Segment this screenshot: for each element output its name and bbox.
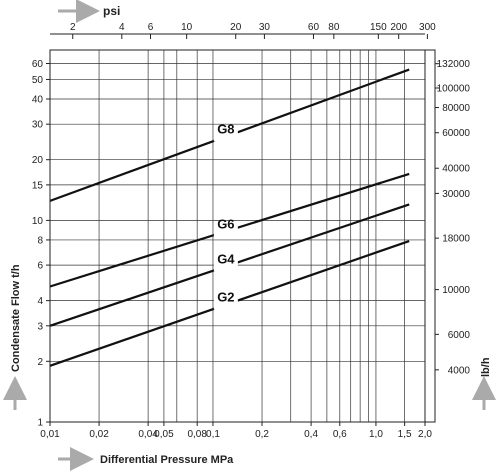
y-tick-label: 8	[37, 235, 43, 246]
y-tick-label: 6	[37, 261, 43, 272]
right-tick-label: 30000	[442, 189, 470, 200]
right-tick-label: 4000	[448, 365, 471, 376]
top-psi-axis-ticks: 2 4 6 10 20 30 60 80 150 200 300	[50, 22, 436, 39]
x-tick-label: 0,6	[333, 429, 347, 440]
y-axis-ticks: 1 2 3 4 6 8 10 15 20 30 40 50 60	[32, 59, 50, 429]
y-tick-label: 15	[32, 180, 44, 191]
top-tick-label: 80	[328, 22, 340, 33]
right-tick-label: 10000	[442, 285, 470, 296]
series-lines: G8 G6 G4 G2	[49, 68, 410, 367]
y-tick-label: 1	[37, 418, 43, 429]
series-label-bg	[213, 257, 238, 272]
y-tick-label: 2	[37, 357, 43, 368]
series-label-bg	[213, 295, 238, 310]
y-tick-label: 20	[32, 155, 44, 166]
y-tick-label: 10	[32, 216, 44, 227]
series-label-g4: G4	[217, 251, 235, 266]
x-tick-label: 0,02	[89, 429, 109, 440]
series-label-bg	[213, 127, 238, 142]
right-axis-frame	[424, 49, 436, 423]
top-tick-label: 4	[119, 22, 125, 33]
x-tick-label: 1,5	[398, 429, 412, 440]
right-tick-label: 60000	[442, 128, 470, 139]
right-tick-label: 18000	[442, 234, 470, 245]
top-tick-label: 30	[259, 22, 271, 33]
top-tick-label: 60	[308, 22, 320, 33]
y-tick-label: 50	[32, 75, 44, 86]
series-label-g2: G2	[217, 290, 234, 305]
x-tick-label: 0,2	[255, 429, 269, 440]
series-label-g6: G6	[217, 216, 234, 231]
y-tick-label: 4	[37, 296, 43, 307]
x-axis-ticks: 0,01 0,02 0,040,05 0,08 0,1 0,2 0,4 0,6 1,0 1,5 2,…	[40, 422, 432, 440]
x-tick-label: 0,1	[206, 429, 220, 440]
top-axis-unit: psi	[103, 4, 120, 18]
x-tick-label: 0,01	[40, 429, 60, 440]
x-tick-label: 0,4	[304, 429, 318, 440]
top-tick-label: 10	[181, 22, 193, 33]
top-tick-label: 20	[230, 22, 242, 33]
right-tick-label: 100000	[437, 83, 471, 94]
x-axis-label: Differential Pressure MPa	[100, 454, 234, 466]
right-lbh-axis-ticks: 132000 100000 80000 60000 40000 30000 18000 100…	[435, 59, 470, 376]
x-tick-label: 2,0	[418, 429, 432, 440]
series-label-g8: G8	[217, 122, 234, 137]
top-tick-label: 200	[390, 22, 407, 33]
right-tick-label: 132000	[437, 59, 471, 70]
y-tick-label: 3	[37, 321, 43, 332]
x-tick-label: 0,08	[187, 429, 207, 440]
top-tick-label: 2	[70, 22, 76, 33]
right-tick-label: 6000	[448, 330, 471, 341]
top-tick-label: 6	[148, 22, 154, 33]
right-tick-label: 40000	[442, 164, 470, 175]
y-tick-label: 40	[32, 95, 44, 106]
x-tick-label: 0,05	[154, 429, 174, 440]
x-tick-label: 0,04	[138, 429, 158, 440]
x-tick-label: 1,0	[369, 429, 383, 440]
series-label-bg	[213, 222, 238, 237]
top-tick-label: 150	[370, 22, 387, 33]
top-tick-label: 300	[419, 22, 436, 33]
y-axis-label: Condensate Flow t/h	[10, 264, 22, 372]
right-tick-label: 80000	[442, 103, 470, 114]
y-tick-label: 60	[32, 59, 44, 70]
right-axis-unit: lb/h	[480, 357, 492, 377]
y-tick-label: 30	[32, 120, 44, 131]
